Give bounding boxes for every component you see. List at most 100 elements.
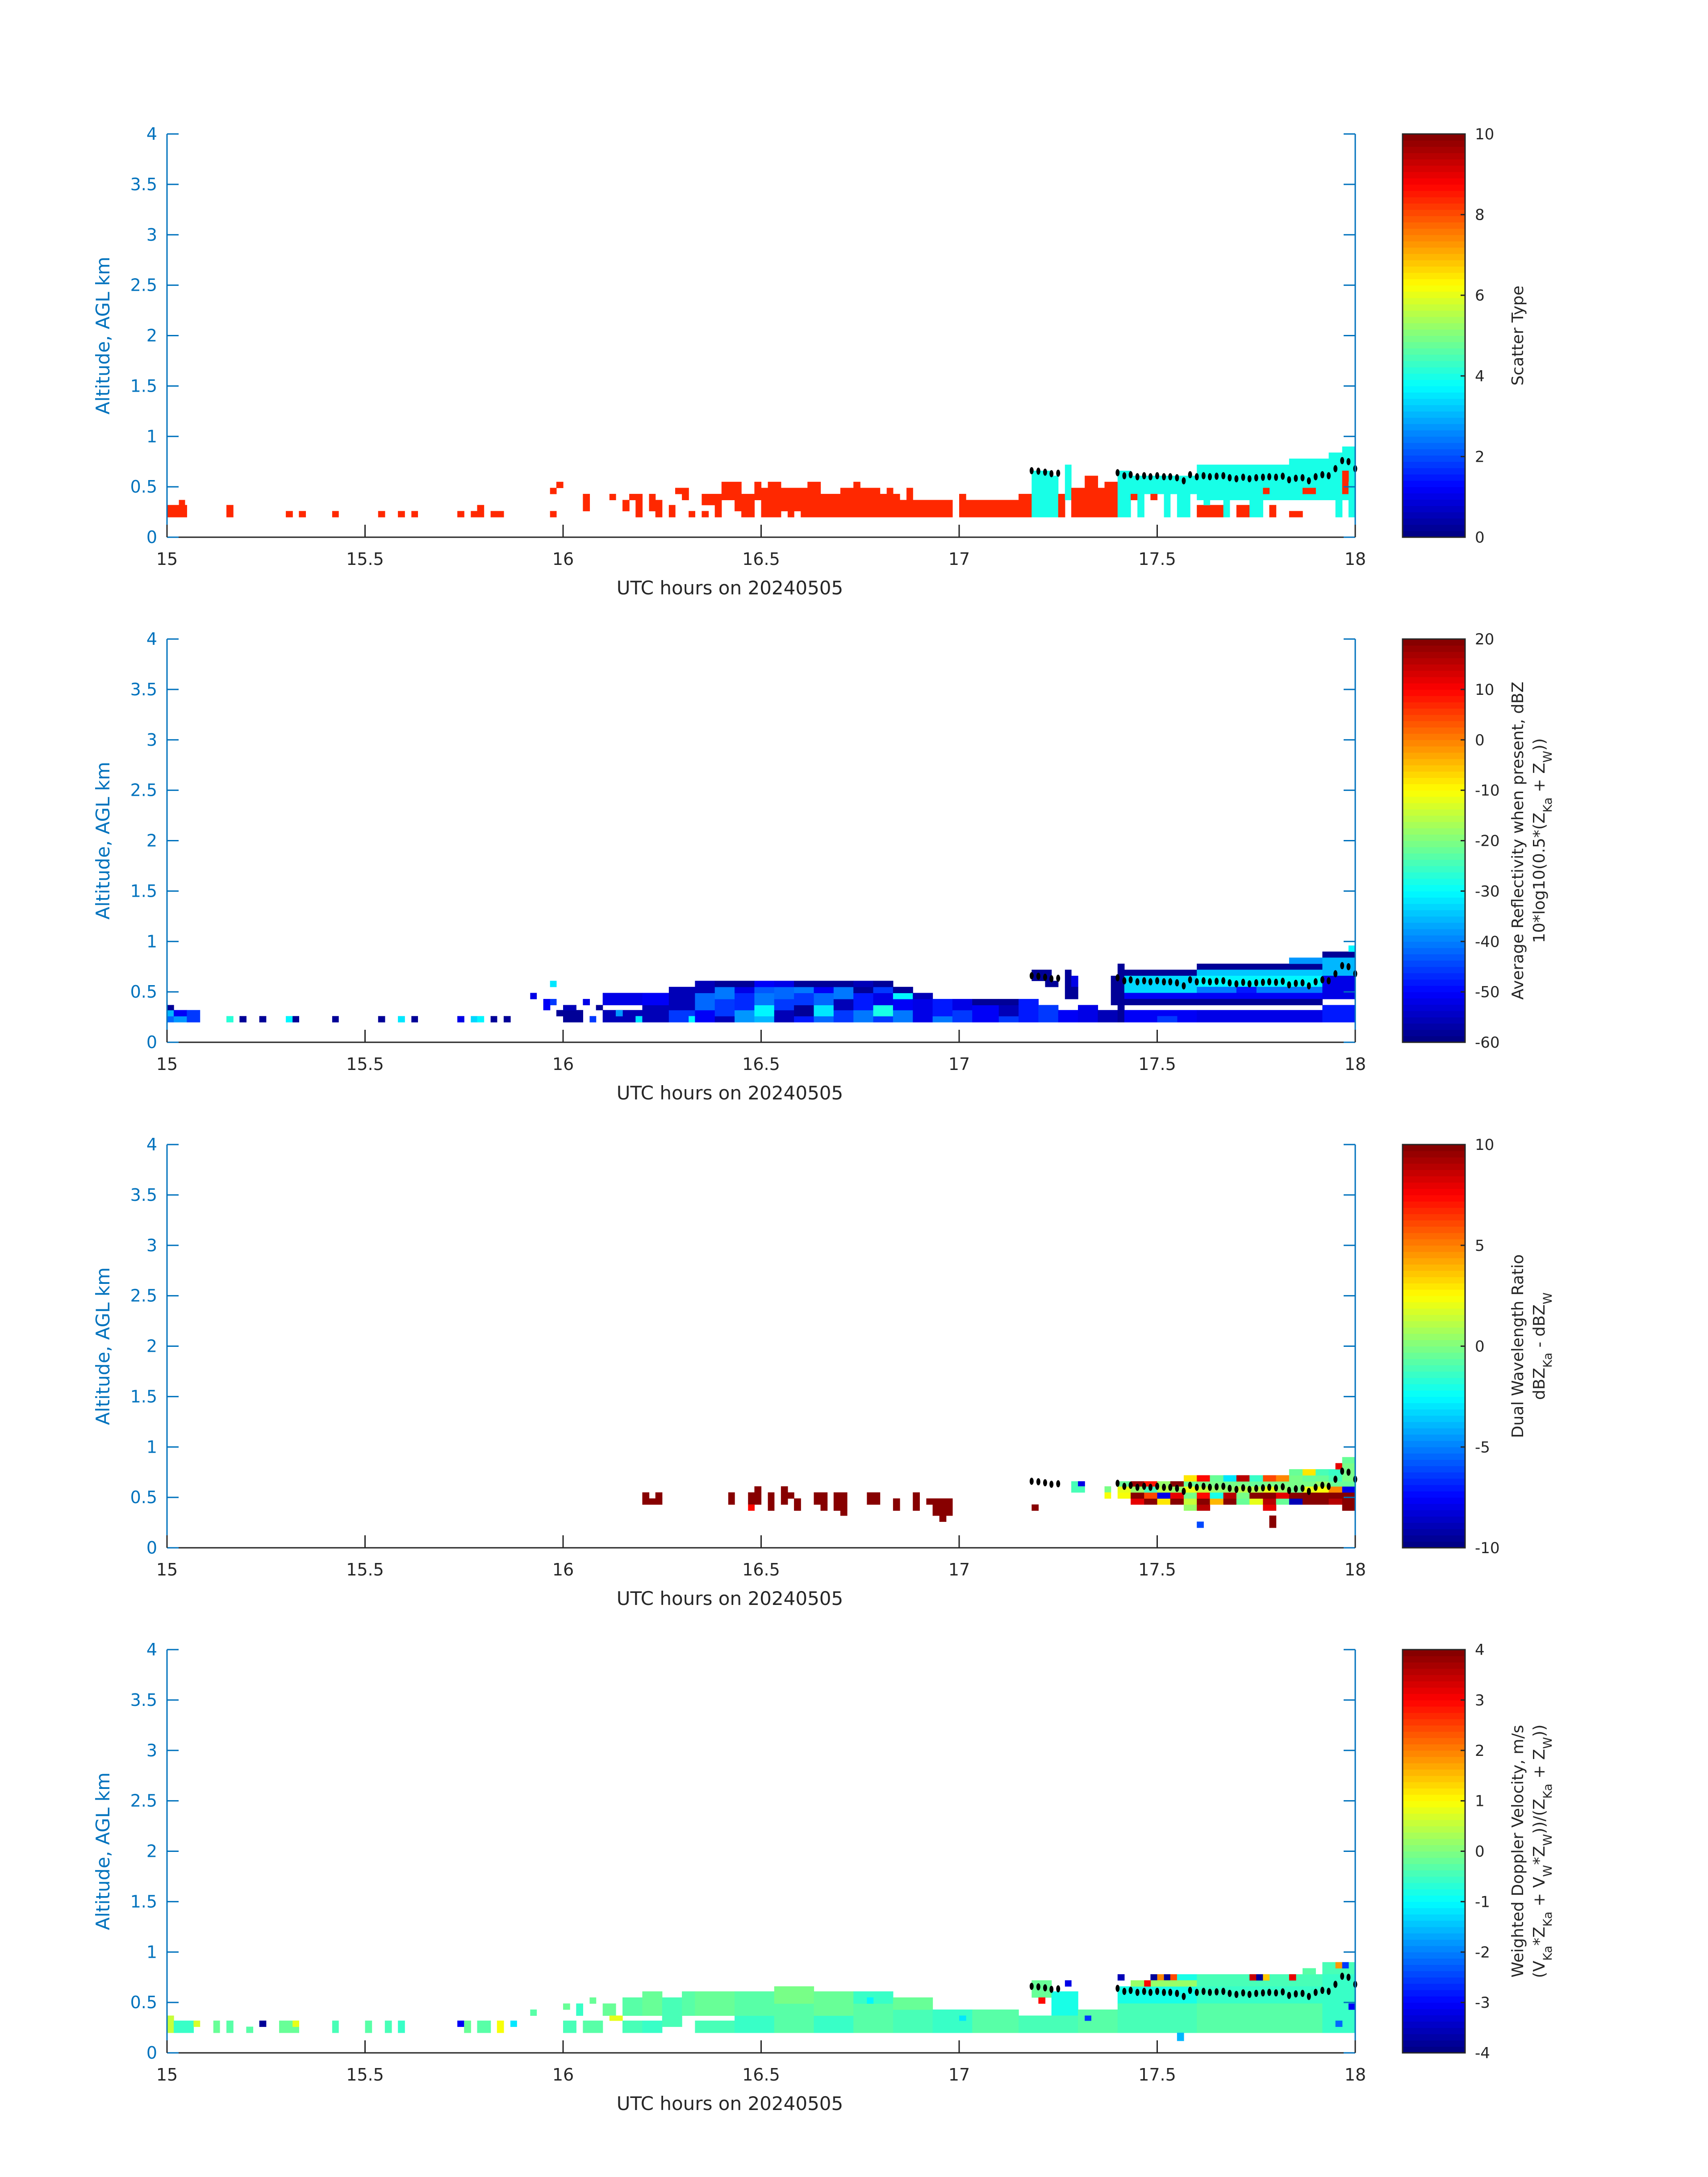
- cloud-base-dot: [1300, 474, 1305, 481]
- x-tick-label: 17.5: [1138, 549, 1176, 569]
- heatmap-cell: [1328, 452, 1356, 459]
- heatmap-cell: [1065, 969, 1072, 987]
- colorbar-label-line: (VKa*ZKa + VW*ZW))/(ZKa + ZW)): [1530, 1725, 1555, 1978]
- heatmap-cell: [754, 986, 775, 993]
- colorbar-swatch: [1403, 1226, 1465, 1233]
- panel-4: 0 0.5 1 1.5 2 2.5 3 3.5 4 15 15.5 16 16.5 17 17.5 18 UTC…: [92, 1640, 1555, 2114]
- colorbar-swatch: [1403, 1453, 1465, 1460]
- heatmap-cell: [1315, 1492, 1329, 1499]
- heatmap-cell: [1058, 1010, 1078, 1023]
- y-tick-label: 2.5: [130, 1791, 157, 1811]
- colorbar-swatch: [1403, 1321, 1465, 1328]
- colorbar-swatch: [1403, 727, 1465, 734]
- heatmap-cell: [1164, 493, 1171, 518]
- heatmap-cell: [880, 493, 900, 518]
- heatmap-cell: [1019, 2015, 1078, 2033]
- heatmap-cell: [602, 993, 643, 1006]
- cloud-base-dot: [1188, 976, 1192, 984]
- colorbar-swatch: [1403, 721, 1465, 728]
- heatmap-cell: [1197, 963, 1323, 970]
- cloud-base-dot: [1228, 979, 1232, 986]
- y-tick-label: 3: [146, 1236, 157, 1255]
- cloud-base-dot: [1267, 1989, 1272, 1996]
- heatmap-cell: [1303, 1968, 1316, 1975]
- colorbar-swatch: [1403, 1650, 1465, 1656]
- heatmap-cell: [1170, 1481, 1184, 1487]
- cloud-base-dot: [1221, 472, 1226, 480]
- heatmap-cell: [774, 2003, 814, 2033]
- colorbar-swatch: [1403, 1497, 1465, 1504]
- colorbar-tick-label: -10: [1475, 1539, 1500, 1557]
- heatmap-cell: [226, 1016, 234, 1023]
- colorbar-swatch: [1403, 1832, 1465, 1839]
- colorbar-swatch: [1403, 184, 1465, 191]
- colorbar-swatch: [1403, 1182, 1465, 1189]
- cloud-base-dot: [1036, 1478, 1040, 1486]
- cloud-base-dot: [1333, 970, 1338, 978]
- colorbar-swatch: [1403, 1964, 1465, 1972]
- heatmap-cell: [583, 999, 590, 1006]
- heatmap-cell: [649, 493, 656, 511]
- heatmap-cell: [1085, 2015, 1091, 2021]
- heatmap-cell: [1078, 2009, 1118, 2033]
- cloud-base-dot: [1247, 980, 1252, 988]
- colorbar-swatch: [1403, 153, 1465, 160]
- heatmap-cell: [714, 981, 735, 987]
- heatmap-cell: [1303, 1498, 1316, 1505]
- heatmap-cell: [913, 993, 933, 999]
- cloud-base-dot: [1274, 1484, 1278, 1492]
- heatmap-cell: [179, 500, 185, 506]
- heatmap-cell: [774, 1986, 814, 2004]
- colorbar-swatch: [1403, 380, 1465, 386]
- heatmap-cell: [735, 500, 742, 511]
- colorbar-swatch: [1403, 2021, 1465, 2028]
- colorbar-swatch: [1403, 986, 1465, 992]
- heatmap-cell: [794, 986, 814, 993]
- colorbar-tick-label: -3: [1475, 1994, 1490, 2012]
- heatmap-cell: [853, 2003, 894, 2033]
- colorbar-label-line: Average Reflectivity when present, dBZ: [1509, 681, 1527, 999]
- colorbar-label-text: 10*log10(0.5*(Z: [1530, 812, 1549, 943]
- heatmap-cell: [754, 1016, 775, 1023]
- heatmap-cell: [490, 511, 504, 518]
- y-tick-label: 3.5: [130, 175, 157, 194]
- heatmap-cell: [1289, 1469, 1303, 1476]
- colorbar-swatch: [1403, 1170, 1465, 1177]
- heatmap-cell: [814, 1991, 854, 2016]
- colorbar-swatch: [1403, 335, 1465, 343]
- x-tick-label: 16.5: [742, 2065, 780, 2085]
- colorbar-swatch: [1403, 1706, 1465, 1713]
- cloud-base-dot: [1122, 472, 1127, 480]
- colorbar-swatch: [1403, 708, 1465, 715]
- cloud-base-dot: [1194, 978, 1199, 986]
- y-tick-label: 2: [146, 326, 157, 346]
- cloud-base-dot: [1247, 1486, 1252, 1493]
- heatmap-cell: [1117, 1974, 1125, 1981]
- heatmap-cell: [1249, 500, 1263, 518]
- y-tick-label: 1: [146, 1942, 157, 1962]
- x-tick-label: 18: [1345, 1560, 1366, 1579]
- heatmap-cell: [814, 981, 834, 987]
- colorbar-swatch: [1403, 948, 1465, 955]
- colorbar-swatch: [1403, 677, 1465, 684]
- colorbar-swatch: [1403, 960, 1465, 967]
- cloud-base-dot: [1148, 473, 1153, 481]
- heatmap-cell: [556, 481, 564, 488]
- heatmap-cell: [563, 2020, 576, 2033]
- heatmap-cell: [292, 2020, 299, 2027]
- colorbar-swatch: [1403, 929, 1465, 936]
- heatmap-cell: [543, 999, 551, 1011]
- colorbar-tick-label: 0: [1475, 1338, 1485, 1356]
- colorbar-label-line: 10*log10(0.5*(ZKa + ZW)): [1530, 738, 1555, 943]
- heatmap-cell: [959, 2015, 966, 2021]
- colorbar-swatch: [1403, 1926, 1465, 1934]
- x-axis-label: UTC hours on 20240505: [617, 1082, 844, 1104]
- colorbar-swatch: [1403, 1946, 1465, 1952]
- colorbar-tick-label: 8: [1475, 206, 1485, 224]
- heatmap-cell: [1289, 458, 1356, 465]
- colorbar-swatch: [1403, 872, 1465, 879]
- colorbar-label-text: ))/(Z: [1530, 1799, 1549, 1834]
- heatmap-cell: [794, 993, 814, 1006]
- heatmap-cell: [246, 2027, 254, 2033]
- heatmap-cell: [853, 993, 874, 1011]
